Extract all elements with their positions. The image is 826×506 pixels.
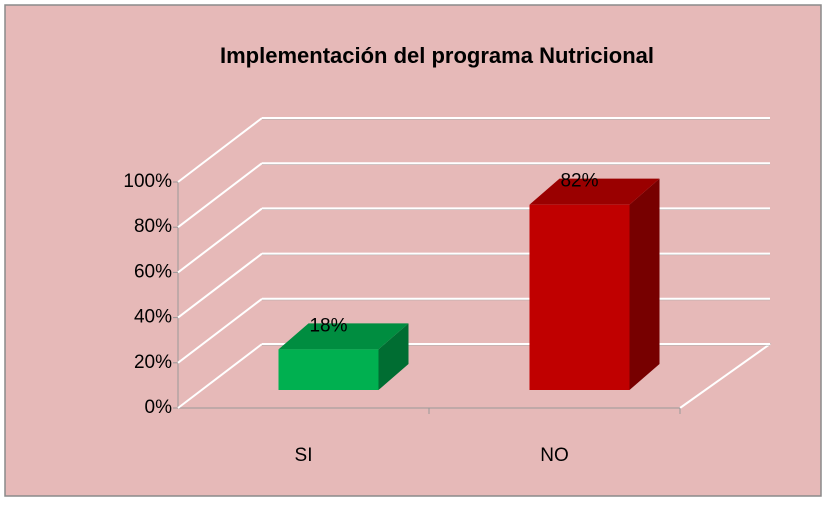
y-tick-label: 20%	[134, 352, 172, 373]
bar	[529, 204, 630, 390]
grid-line	[177, 252, 263, 319]
grid-line	[177, 207, 263, 274]
y-tick-label: 60%	[134, 261, 172, 282]
grid-line	[177, 162, 263, 228]
y-tick-label: 100%	[123, 171, 172, 192]
y-tick-label: 0%	[145, 397, 173, 418]
x-tick-label: SI	[295, 445, 313, 466]
bar-top	[278, 323, 409, 350]
y-tick-label: 40%	[134, 307, 172, 328]
chart-title: Implementación del programa Nutricional	[220, 43, 654, 68]
grid-line	[177, 343, 263, 409]
bar-side	[629, 178, 660, 390]
bar	[278, 349, 379, 390]
floor-edge	[679, 343, 771, 409]
bar-top	[529, 178, 660, 205]
data-label: 18%	[309, 315, 347, 336]
y-tick-label: 80%	[134, 216, 172, 237]
data-label: 82%	[560, 171, 598, 192]
chart-background	[4, 4, 822, 497]
bar-side	[378, 323, 409, 390]
grid-line	[177, 298, 263, 364]
x-tick-label: NO	[540, 445, 569, 466]
grid-line	[177, 117, 263, 183]
